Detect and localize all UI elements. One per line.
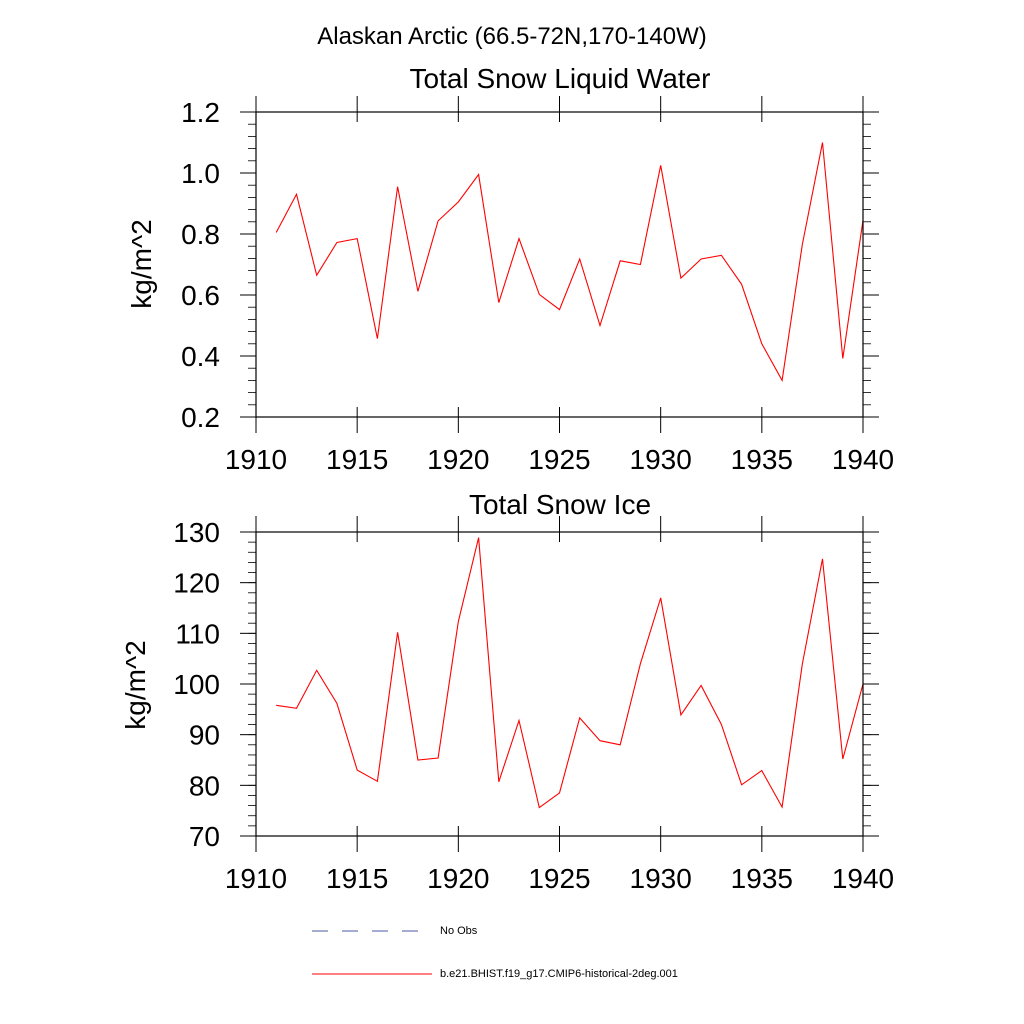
y-tick-label: 90 <box>189 720 220 751</box>
series-line <box>275 142 864 383</box>
x-tick-label: 1940 <box>832 863 894 894</box>
series-group <box>276 537 864 809</box>
panel-title: Total Snow Liquid Water <box>410 63 711 94</box>
y-tick-label: 0.6 <box>181 280 220 311</box>
y-tick-label: 0.2 <box>181 402 220 433</box>
tick-marks <box>240 96 879 433</box>
y-tick-label: 0.8 <box>181 219 220 250</box>
y-tick-label: 120 <box>173 568 220 599</box>
y-tick-label: 130 <box>173 517 220 548</box>
x-tick-labels: 1910 1915 1920 1925 1930 1935 1940 <box>225 863 894 894</box>
y-tick-label: 0.4 <box>181 341 220 372</box>
y-tick-labels: 70 80 90 100 110 120 130 <box>173 517 220 852</box>
x-tick-label: 1935 <box>731 863 793 894</box>
series-group <box>275 142 864 383</box>
x-tick-label: 1915 <box>326 444 388 475</box>
panel-title: Total Snow Ice <box>469 489 651 520</box>
x-tick-labels: 1910 1915 1920 1925 1930 1935 1940 <box>225 444 894 475</box>
legend-label-model: b.e21.BHIST.f19_g17.CMIP6-historical-2de… <box>440 968 678 980</box>
y-axis-label: kg/m^2 <box>126 219 157 308</box>
x-tick-label: 1925 <box>528 863 590 894</box>
legend: No Obs b.e21.BHIST.f19_g17.CMIP6-histori… <box>312 925 678 980</box>
x-tick-label: 1930 <box>630 863 692 894</box>
panel-total-snow-liquid-water: Total Snow Liquid Water kg/m^2 1910 1915 1… <box>126 63 894 475</box>
y-tick-label: 110 <box>175 618 220 649</box>
panel-total-snow-ice: Total Snow Ice kg/m^2 1910 1915 1920 1925 19… <box>120 489 894 894</box>
legend-label-no-obs: No Obs <box>440 925 478 937</box>
y-tick-label: 70 <box>189 821 220 852</box>
x-tick-label: 1910 <box>225 863 287 894</box>
y-tick-labels: 0.2 0.4 0.6 0.8 1.0 1.2 <box>181 97 220 433</box>
x-tick-label: 1920 <box>427 863 489 894</box>
figure-title: Alaskan Arctic (66.5-72N,170-140W) <box>317 23 707 50</box>
plot-frame <box>255 111 864 418</box>
x-tick-label: 1935 <box>731 444 793 475</box>
y-tick-label: 80 <box>189 770 220 801</box>
y-tick-label: 1.2 <box>181 97 220 128</box>
series-line <box>276 537 864 809</box>
plot-frame <box>255 531 864 837</box>
x-tick-label: 1940 <box>832 444 894 475</box>
x-tick-label: 1910 <box>225 444 287 475</box>
y-tick-label: 100 <box>173 669 220 700</box>
x-tick-label: 1930 <box>630 444 692 475</box>
x-tick-label: 1925 <box>528 444 590 475</box>
y-tick-label: 1.0 <box>181 158 220 189</box>
x-tick-label: 1915 <box>326 863 388 894</box>
y-axis-label: kg/m^2 <box>120 640 151 729</box>
x-tick-label: 1920 <box>427 444 489 475</box>
